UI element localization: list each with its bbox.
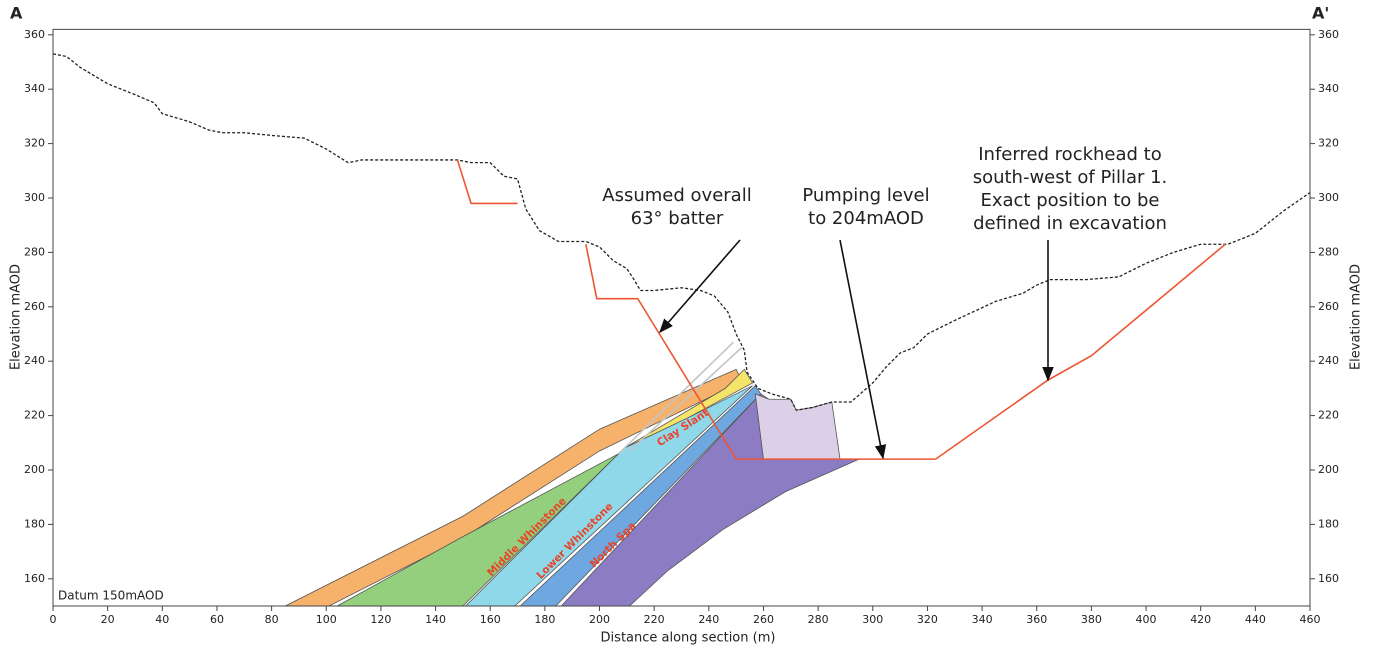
annotation-text: 63° batter [631, 208, 724, 229]
x-tick-label: 160 [480, 613, 501, 626]
y-tick-label: 260 [24, 300, 45, 313]
plot-frame [52, 28, 1311, 607]
y-tick-label: 280 [24, 245, 45, 258]
y-tick-label: 240 [24, 354, 45, 367]
x-tick-label: 100 [316, 613, 337, 626]
y2-tick-label: 320 [1318, 137, 1339, 150]
annotation-text: Inferred rockhead to [978, 144, 1162, 165]
x-tick-label: 140 [425, 613, 446, 626]
y-tick-label: 180 [24, 517, 45, 530]
annotation-text: south-west of Pillar 1. [973, 167, 1168, 188]
y2-tick-label: 360 [1318, 28, 1339, 41]
y2-tick-label: 160 [1318, 572, 1339, 585]
x-tick-label: 40 [155, 613, 169, 626]
x-tick-label: 80 [265, 613, 279, 626]
y-tick-label: 200 [24, 463, 45, 476]
x-tick-label: 200 [589, 613, 610, 626]
section-end: A' [1312, 4, 1329, 23]
annotation-text: defined in excavation [973, 213, 1167, 234]
x-tick-label: 380 [1081, 613, 1102, 626]
x-tick-label: 220 [644, 613, 665, 626]
y2-tick-label: 260 [1318, 300, 1339, 313]
annotation-text: Pumping level [802, 185, 929, 206]
x-tick-label: 440 [1245, 613, 1266, 626]
x-tick-label: 260 [753, 613, 774, 626]
x-tick-label: 20 [101, 613, 115, 626]
x-tick-label: 60 [210, 613, 224, 626]
y2-tick-label: 300 [1318, 191, 1339, 204]
x-tick-label: 0 [50, 613, 57, 626]
x-tick-label: 460 [1300, 613, 1321, 626]
y-tick-label: 320 [24, 137, 45, 150]
x-tick-label: 340 [972, 613, 993, 626]
x-axis-label: Distance along section (m) [601, 631, 776, 646]
y-tick-label: 340 [24, 82, 45, 95]
datum-label: Datum 150mAOD [58, 589, 164, 603]
annotation-text: Exact position to be [980, 190, 1159, 211]
y2-tick-label: 180 [1318, 517, 1339, 530]
x-tick-label: 320 [917, 613, 938, 626]
annotation-text: to 204mAOD [808, 208, 924, 229]
y2-tick-label: 200 [1318, 463, 1339, 476]
y-tick-label: 160 [24, 572, 45, 585]
x-tick-label: 420 [1190, 613, 1211, 626]
annotation-text: Assumed overall [602, 185, 751, 206]
x-tick-label: 360 [1026, 613, 1047, 626]
x-tick-label: 280 [808, 613, 829, 626]
stratum [560, 393, 860, 607]
y2-axis-label: Elevation mAOD [1349, 264, 1364, 370]
section-line [618, 341, 734, 455]
y-tick-label: 360 [24, 28, 45, 41]
annotation-arrow [659, 239, 741, 334]
section-start: A [10, 4, 23, 23]
y2-tick-label: 220 [1318, 409, 1339, 422]
y-tick-label: 300 [24, 191, 45, 204]
ground-profile [52, 53, 1311, 411]
y2-tick-label: 340 [1318, 82, 1339, 95]
y2-tick-label: 280 [1318, 245, 1339, 258]
x-tick-label: 120 [370, 613, 391, 626]
y2-tick-label: 240 [1318, 354, 1339, 367]
section-line [456, 159, 1226, 460]
y-axis-label: Elevation mAOD [9, 264, 24, 370]
x-tick-label: 400 [1136, 613, 1157, 626]
annotation-arrow [839, 239, 887, 460]
section-line [629, 347, 743, 452]
y-tick-label: 220 [24, 409, 45, 422]
x-tick-label: 300 [862, 613, 883, 626]
x-tick-label: 240 [698, 613, 719, 626]
x-tick-label: 180 [534, 613, 555, 626]
